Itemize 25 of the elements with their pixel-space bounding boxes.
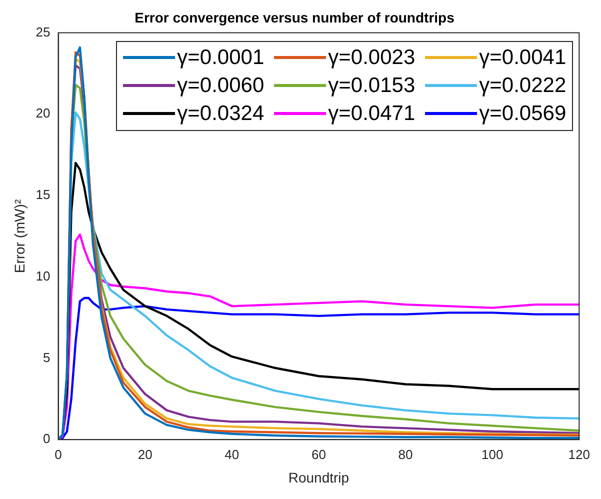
y-tick-label: 10 [36, 268, 50, 284]
x-tick-label: 100 [481, 446, 504, 462]
legend-label: γ=0.0153 [328, 72, 416, 99]
legend-label: γ=0.0001 [177, 44, 264, 71]
x-axis-title: Roundtrip [288, 469, 350, 486]
legend-label: γ=0.0041 [479, 44, 566, 71]
y-axis-title: Error (mW)² [11, 198, 28, 274]
legend-label: γ=0.0222 [479, 72, 566, 99]
legend-label: γ=0.0023 [328, 44, 416, 71]
y-tick-label: 20 [36, 106, 50, 121]
y-tick-label: 0 [43, 431, 50, 446]
x-tick-label: 0 [54, 446, 62, 462]
legend-label: γ=0.0324 [177, 100, 264, 127]
x-tick-label: 60 [311, 446, 326, 462]
x-tick-label: 20 [138, 446, 152, 462]
y-tick-label: 15 [36, 187, 50, 202]
y-tick-label: 5 [43, 350, 50, 365]
chart-title: Error convergence versus number of roundtrips [134, 9, 455, 26]
legend-label: γ=0.0471 [328, 100, 416, 127]
x-tick-label: 40 [224, 446, 240, 462]
legend-label: γ=0.0060 [177, 72, 264, 99]
x-tick-label: 120 [568, 446, 590, 462]
x-tick-label: 80 [398, 446, 413, 462]
y-tick-label: 25 [36, 24, 50, 40]
legend-label: γ=0.0569 [479, 100, 566, 127]
